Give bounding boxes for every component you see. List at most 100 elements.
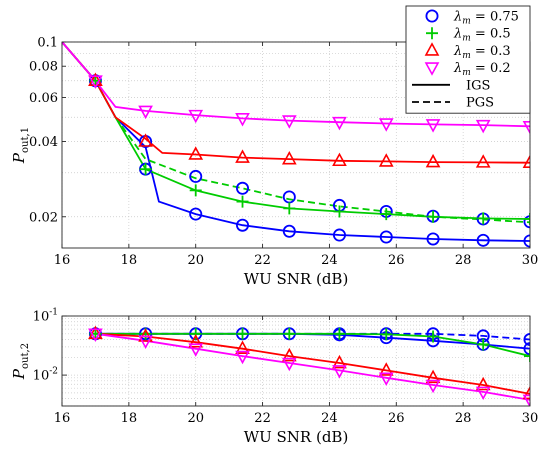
top-marker-3-9: [522, 154, 530, 169]
bottom-marker-4-8: [475, 386, 491, 401]
legend-box: [405, 5, 531, 114]
bottom-marker-3-4: [281, 347, 297, 362]
bottom-marker-2-9: [524, 350, 530, 363]
bottom-marker-3-9: [522, 385, 530, 400]
bottom-series-line-4: [95, 332, 530, 401]
bottom-series-line-3: [95, 332, 530, 395]
legend-label-1: λm = 0.5: [453, 27, 511, 44]
bottom-xtick-label-4: 24: [321, 411, 338, 426]
legend-label-5: PGS: [466, 96, 494, 111]
top-xtick-label-7: 30: [522, 253, 539, 268]
top-marker-2-7: [427, 210, 440, 223]
bottom-marker-2-2: [189, 327, 202, 340]
top-xtick-label-3: 22: [254, 253, 271, 268]
bottom-marker-3-0: [88, 325, 103, 340]
top-marker-4-0: [88, 75, 103, 89]
top-marker-2-8: [477, 212, 490, 225]
bottom-marker-3-7: [425, 369, 441, 384]
bottom-marker-4-0: [88, 328, 103, 342]
bottom-plot-area: [88, 325, 530, 406]
bottom-marker-1-4: [523, 333, 530, 347]
bottom-marker-2-7: [427, 330, 440, 343]
top-marker-4-1: [138, 105, 153, 120]
top-marker-2-2: [189, 184, 202, 197]
bottom-axes-box: [61, 315, 531, 407]
bottom-xtick-label-1: 18: [121, 411, 138, 426]
top-axes-box: [61, 41, 531, 249]
top-marker-1-5: [379, 230, 393, 244]
bottom-series-line-2: [95, 332, 530, 357]
top-marker-1-7: [476, 233, 490, 247]
bottom-marker-3-8: [475, 376, 491, 391]
top-ytick-label-1: 0.04: [29, 135, 58, 150]
top-xtick-label-0: 16: [54, 253, 71, 268]
legend-label-3: λm = 0.2: [453, 61, 511, 78]
top-marker-2-6: [380, 208, 393, 221]
bottom-marker-2-8: [477, 338, 490, 351]
bottom-xtick-label-7: 30: [522, 411, 539, 426]
top-marker-4-7: [425, 119, 441, 133]
bottom-xtick-label-2: 20: [187, 411, 204, 426]
bottom-marker-4-3: [235, 350, 250, 365]
bottom-marker-3-5: [332, 354, 347, 369]
bottom-ytick-label-0: 10-1: [33, 308, 58, 325]
bottom-marker-4-2: [188, 343, 204, 357]
top-ytick-label-4: 0.1: [37, 36, 58, 51]
top-marker-4-9: [522, 121, 530, 135]
top-ytick-label-0: 0.02: [29, 210, 58, 225]
bottom-chart: 16 18 20 22 24 26 28 30 10-1 10-2 WU SNR (dB) Pout,…: [10, 308, 538, 447]
top-marker-3-6: [378, 153, 394, 167]
top-marker-0-3: [236, 181, 250, 195]
legend-label-0: λm = 0.75: [453, 10, 519, 27]
top-ytick-label-3: 0.08: [29, 60, 58, 75]
bottom-xtick-label-0: 16: [54, 411, 71, 426]
top-marker-1-2: [236, 218, 250, 232]
bottom-marker-4-7: [425, 379, 441, 394]
top-series-line-3: [62, 42, 530, 164]
top-marker-3-4: [281, 150, 297, 165]
top-marker-4-8: [475, 119, 491, 134]
top-xtick-label-2: 20: [187, 253, 204, 268]
top-xtick-label-4: 24: [321, 253, 338, 268]
bottom-marker-2-6: [380, 328, 393, 341]
bottom-marker-2-4: [283, 327, 296, 340]
top-marker-2-1: [139, 163, 152, 176]
top-marker-4-3: [235, 113, 250, 127]
bottom-marker-3-1: [138, 328, 153, 342]
top-marker-2-4: [283, 202, 296, 215]
top-marker-1-6: [426, 232, 440, 246]
legend-marker-1: [426, 27, 438, 40]
top-marker-3-3: [235, 149, 250, 163]
legend-marker-3: [424, 62, 440, 76]
legend-label-2: λm = 0.3: [453, 44, 511, 61]
top-marker-3-5: [332, 152, 347, 167]
top-x-axis-label: WU SNR (dB): [244, 270, 349, 288]
bottom-xtick-label-6: 28: [455, 411, 472, 426]
top-marker-3-7: [425, 153, 441, 168]
top-chart: 16 18 20 22 24 26 28 30 0.02 0.04 0.06 0.08 0.1 WU SN…: [10, 5, 539, 288]
bottom-y-axis-label: Pout,2: [10, 343, 31, 380]
top-marker-1-4: [332, 228, 346, 242]
top-xtick-label-5: 26: [388, 253, 405, 268]
bottom-xtick-label-5: 26: [388, 411, 405, 426]
top-marker-4-2: [188, 109, 204, 124]
top-xtick-label-6: 28: [455, 253, 472, 268]
bottom-marker-3-6: [378, 362, 394, 376]
top-marker-3-0: [88, 72, 103, 87]
top-marker-3-2: [188, 146, 204, 160]
top-series-line-2: [114, 116, 530, 224]
top-marker-2-3: [236, 195, 249, 208]
top-marker-2-9: [524, 212, 530, 225]
legend-marker-2: [424, 42, 440, 56]
bottom-marker-2-3: [236, 327, 249, 340]
legend-marker-0: [425, 9, 439, 23]
bottom-xtick-label-3: 22: [254, 411, 271, 426]
top-marker-1-8: [523, 234, 530, 248]
bottom-marker-4-4: [281, 357, 297, 372]
top-marker-4-5: [332, 116, 347, 131]
bottom-marker-4-6: [378, 372, 394, 386]
top-marker-3-8: [475, 154, 491, 168]
bottom-marker-4-5: [332, 365, 347, 379]
